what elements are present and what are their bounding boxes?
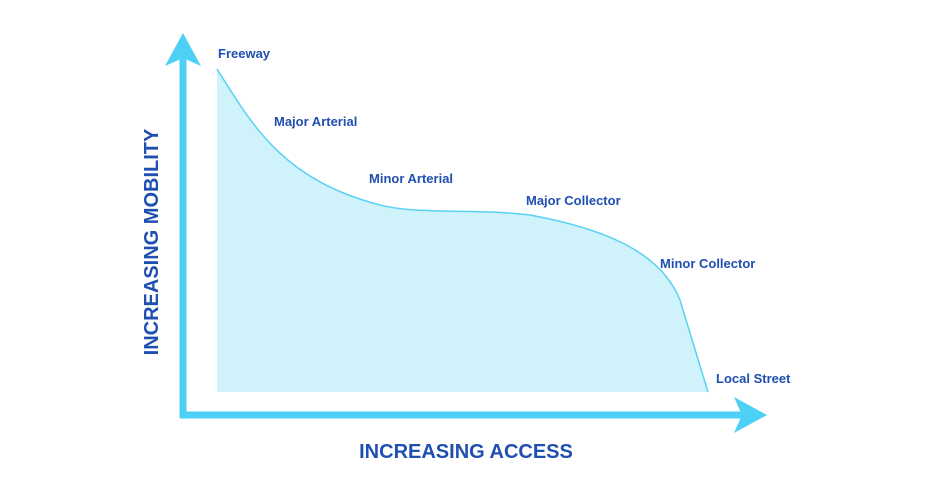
label-minor-arterial: Minor Arterial bbox=[369, 171, 453, 186]
label-freeway: Freeway bbox=[218, 46, 271, 61]
label-local-street: Local Street bbox=[716, 371, 791, 386]
y-axis-arrowhead bbox=[165, 33, 201, 66]
mobility-curve bbox=[216, 68, 709, 393]
x-axis-title: INCREASING ACCESS bbox=[359, 441, 573, 463]
label-major-collector: Major Collector bbox=[526, 193, 621, 208]
x-axis-arrowhead bbox=[734, 397, 767, 433]
label-minor-collector: Minor Collector bbox=[660, 256, 755, 271]
mobility-area bbox=[217, 69, 708, 392]
label-major-arterial: Major Arterial bbox=[274, 114, 357, 129]
y-axis-title: INCREASING MOBILITY bbox=[141, 128, 163, 355]
